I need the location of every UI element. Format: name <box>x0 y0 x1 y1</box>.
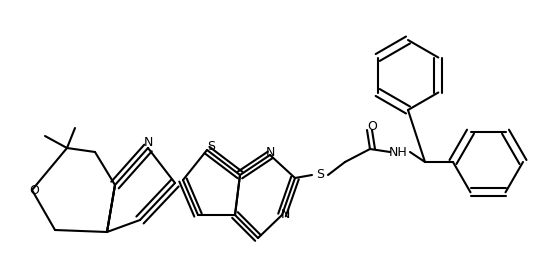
Text: N: N <box>265 145 275 158</box>
Text: N: N <box>280 208 290 222</box>
Text: N: N <box>143 136 153 148</box>
Text: O: O <box>367 121 377 134</box>
Text: S: S <box>207 139 215 153</box>
Text: S: S <box>316 169 324 182</box>
Text: O: O <box>29 184 39 197</box>
Text: NH: NH <box>389 145 408 158</box>
